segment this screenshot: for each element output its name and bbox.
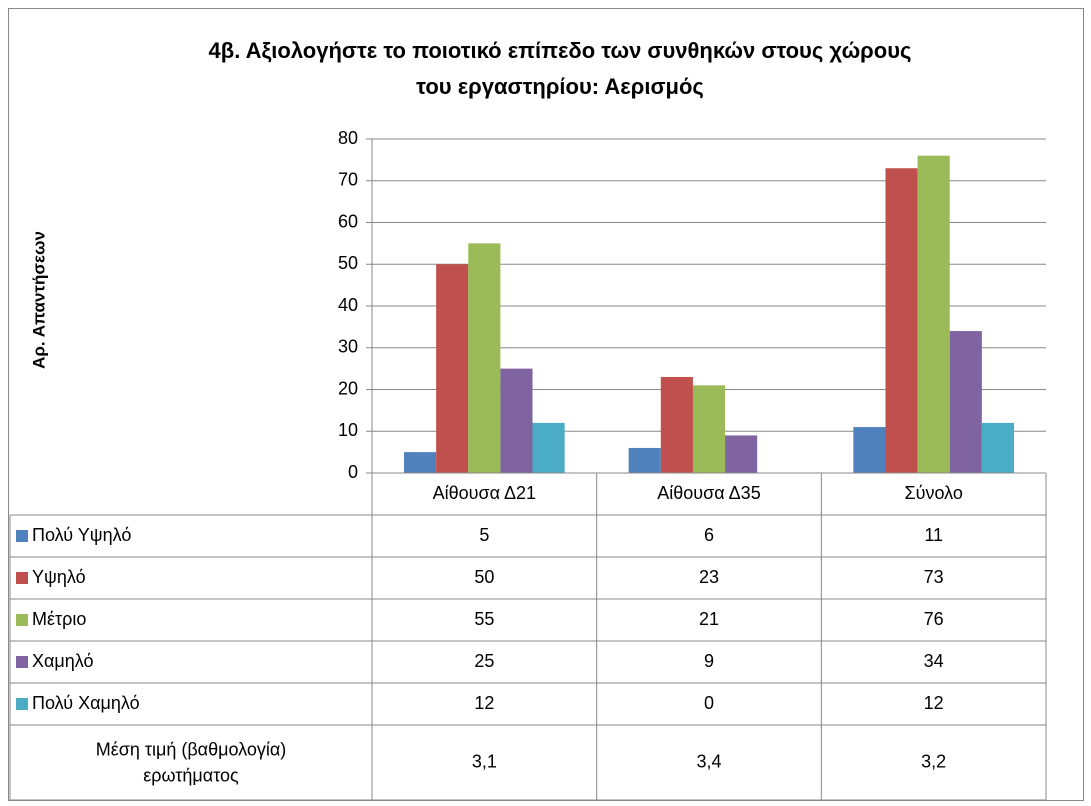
bar <box>404 452 437 473</box>
y-axis-title: Αρ. Απαντήσεων <box>29 231 48 369</box>
legend-label: Μέτριο <box>32 609 86 629</box>
legend-key <box>16 530 28 542</box>
chart-title: 4β. Αξιολογήστε το ποιοτικό επίπεδο των … <box>209 38 912 63</box>
x-tick-label: Αίθουσα Δ35 <box>657 483 760 503</box>
bar <box>725 435 758 473</box>
legend-label: Πολύ Υψηλό <box>32 525 131 545</box>
table-cell: 11 <box>924 525 943 545</box>
table-cell: 5 <box>479 525 489 545</box>
legend-label: Πολύ Χαμηλό <box>32 693 140 713</box>
y-tick-label: 70 <box>338 170 358 190</box>
table-cell: 9 <box>704 651 714 671</box>
bar <box>660 376 693 473</box>
table-row-label: ερωτήματος <box>143 765 239 785</box>
table-cell: 21 <box>699 609 719 629</box>
y-tick-label: 20 <box>338 378 358 398</box>
y-tick-label: 80 <box>338 128 358 148</box>
legend-label: Υψηλό <box>32 567 86 587</box>
bar <box>532 422 565 473</box>
x-tick-label: Αίθουσα Δ21 <box>433 483 536 503</box>
table-cell: 3,2 <box>921 751 946 771</box>
y-tick-label: 60 <box>338 211 358 231</box>
table-cell: 55 <box>474 609 494 629</box>
bar <box>500 368 533 473</box>
bar <box>468 243 501 473</box>
table-cell: 23 <box>699 567 719 587</box>
chart-title: του εργαστηρίου: Αερισμός <box>416 74 704 99</box>
table-cell: 76 <box>924 609 944 629</box>
bar <box>981 422 1014 473</box>
y-tick-label: 10 <box>338 420 358 440</box>
legend-label: Χαμηλό <box>32 651 94 671</box>
table-cell: 50 <box>474 567 494 587</box>
table-cell: 12 <box>924 693 944 713</box>
y-tick-label: 0 <box>348 462 358 482</box>
table-cell: 34 <box>924 651 944 671</box>
bar <box>917 155 950 473</box>
y-tick-label: 50 <box>338 253 358 273</box>
table-row-label: Μέση τιμή (βαθμολογία) <box>96 739 287 759</box>
legend-key <box>16 656 28 668</box>
bar <box>628 447 661 473</box>
table-cell: 73 <box>924 567 944 587</box>
table-cell: 3,4 <box>696 751 721 771</box>
bar <box>885 168 918 473</box>
table-cell: 6 <box>704 525 714 545</box>
bar <box>436 264 469 473</box>
y-tick-label: 40 <box>338 295 358 315</box>
x-tick-label: Σύνολο <box>904 483 962 503</box>
legend-key <box>16 572 28 584</box>
table-cell: 0 <box>704 693 714 713</box>
table-cell: 3,1 <box>472 751 497 771</box>
legend-key <box>16 614 28 626</box>
bar <box>949 331 982 473</box>
bar <box>692 385 726 473</box>
table-cell: 12 <box>474 693 494 713</box>
table-cell: 25 <box>474 651 494 671</box>
legend-key <box>16 698 28 710</box>
y-tick-label: 30 <box>338 337 358 357</box>
bar <box>853 427 886 473</box>
